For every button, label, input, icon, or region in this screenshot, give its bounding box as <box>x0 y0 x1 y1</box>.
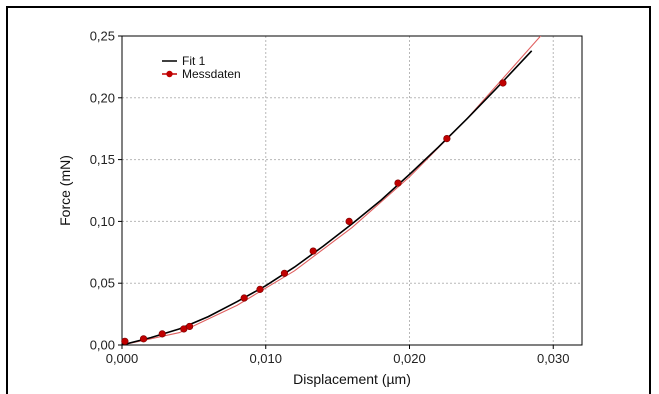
legend: Fit 1 Messdaten <box>162 54 241 81</box>
legend-label-fit: Fit 1 <box>182 54 206 68</box>
y-tick-label: 0,10 <box>90 214 115 229</box>
chart-frame <box>6 6 651 394</box>
y-tick-label: 0,05 <box>90 276 115 291</box>
y-tick-label: 0,15 <box>90 152 115 167</box>
y-tick-label: 0,20 <box>90 90 115 105</box>
plot-area <box>121 35 583 346</box>
data-point <box>121 337 129 345</box>
data-point <box>256 285 264 293</box>
series-layer <box>121 36 542 345</box>
data-point <box>240 294 248 302</box>
y-axis-label: Force (mN) <box>57 155 73 226</box>
x-tick-label: 0,010 <box>249 351 282 366</box>
x-tick-label: 0,020 <box>393 351 426 366</box>
data-point <box>394 179 402 187</box>
legend-label-data: Messdaten <box>182 67 241 81</box>
x-axis-label: Displacement (µm) <box>293 371 411 387</box>
data-point <box>309 247 317 255</box>
x-tick-label: 0,030 <box>537 351 570 366</box>
fit-line <box>122 50 533 345</box>
legend-marker-data <box>166 70 173 78</box>
y-tick-label: 0,00 <box>90 338 115 353</box>
data-point <box>158 330 166 338</box>
y-tick-label: 0,25 <box>90 29 115 44</box>
data-point <box>443 134 451 143</box>
data-point <box>139 335 148 343</box>
axis-ticks: 0,000 0,010 0,020 0,030 0,00 0,05 0,10 0,15 0,20… <box>90 29 570 367</box>
data-point <box>280 269 289 277</box>
data-point <box>345 217 353 225</box>
gridlines <box>121 35 582 346</box>
x-tick-label: 0,000 <box>106 351 139 366</box>
data-point <box>185 322 194 331</box>
data-point <box>499 79 507 87</box>
